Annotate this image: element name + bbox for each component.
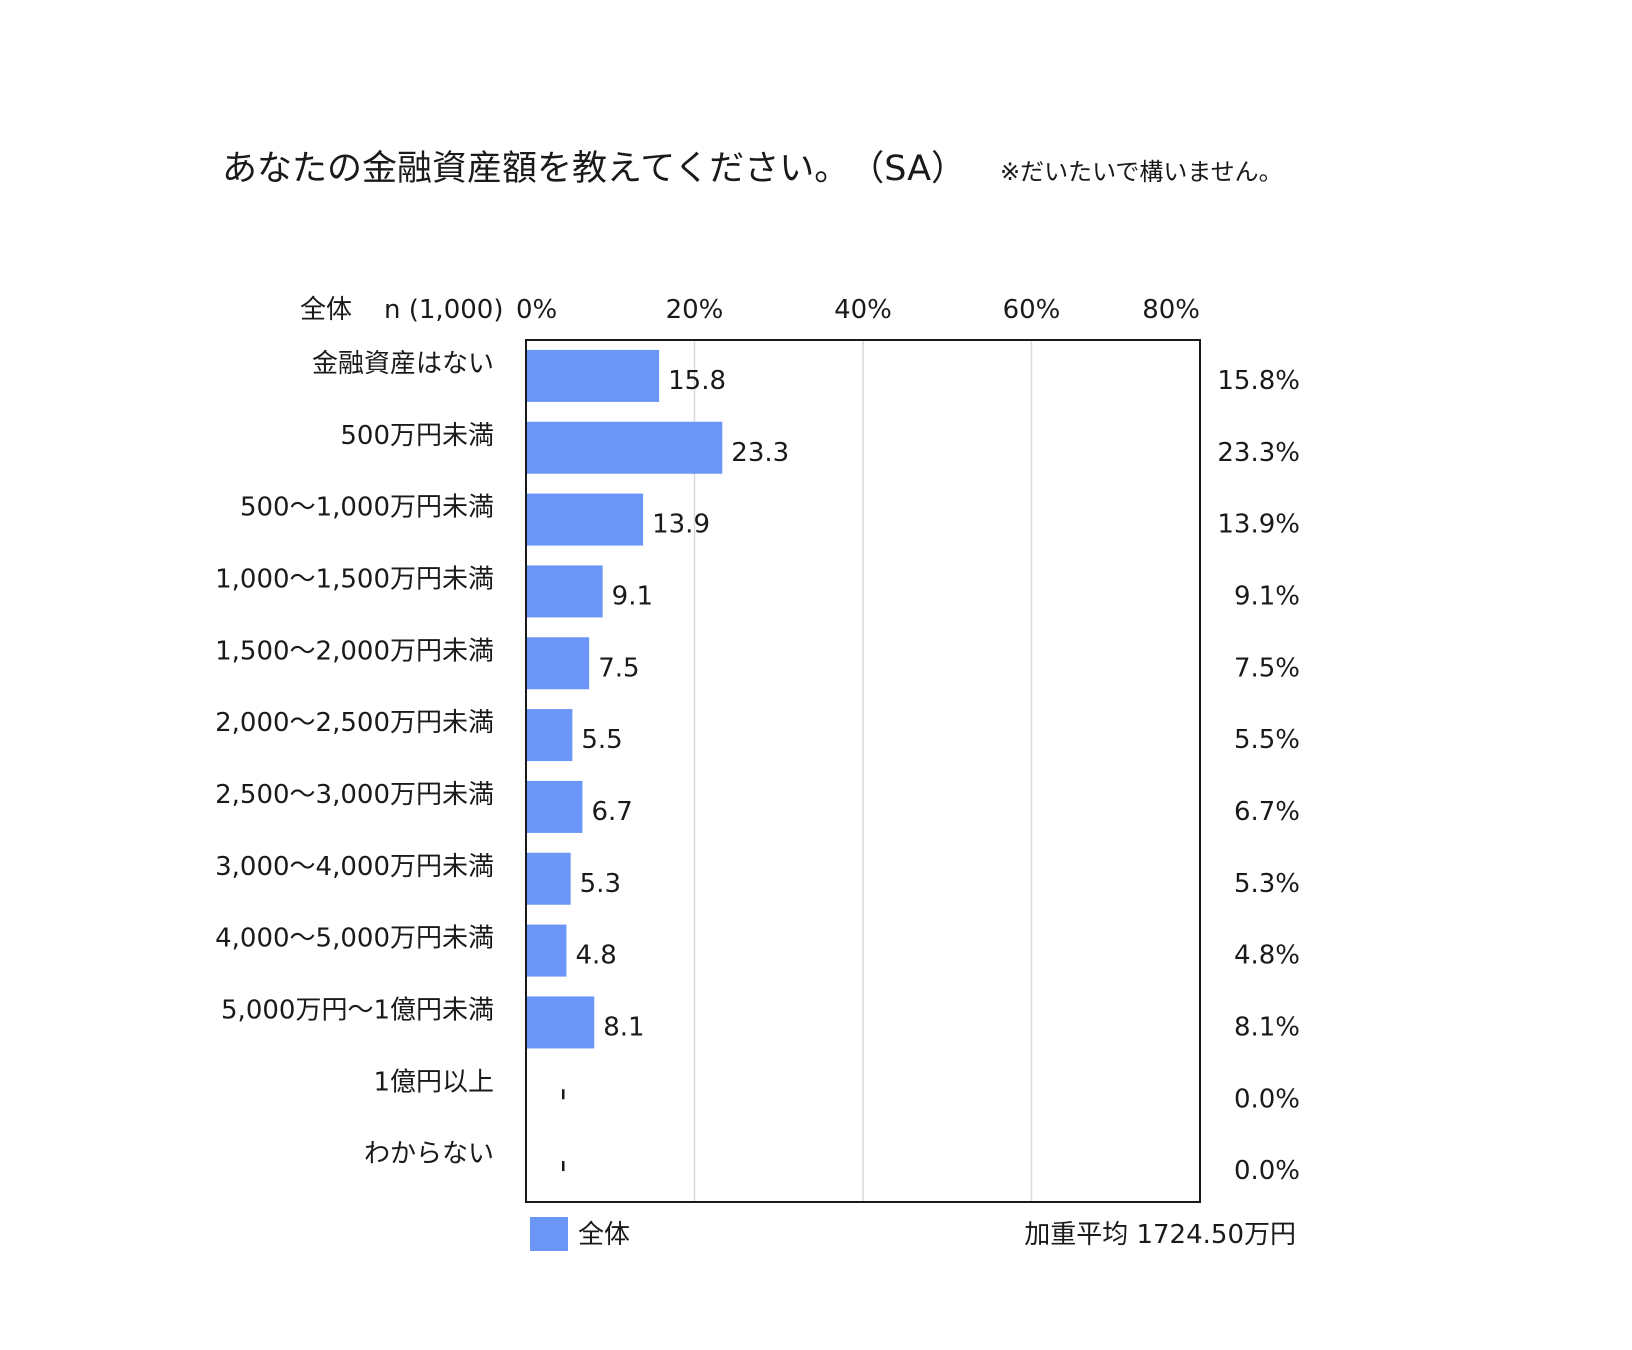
legend-swatch [530,1217,568,1251]
category-label: 500万円未満 [340,421,494,451]
data-label: 15.8 [668,366,726,396]
data-label: 4.8 [575,941,616,971]
percent-label: 13.9% [1217,510,1300,540]
bars [526,349,723,1172]
bar [526,996,595,1049]
percent-label: 9.1% [1234,581,1300,611]
category-label: 1,500～2,000万円未満 [215,636,494,666]
legend-label: 全体 [578,1220,630,1250]
percent-label: 6.7% [1234,797,1300,827]
percent-label: 5.5% [1234,725,1300,755]
gridlines [693,340,1033,1202]
percent-label: 23.3% [1217,438,1300,468]
category-label: 4,000～5,000万円未満 [215,924,494,954]
category-label: 1,000～1,500万円未満 [215,564,494,594]
category-label: 金融資産はない [312,349,494,379]
percent-label: 0.0% [1234,1084,1300,1114]
category-labels: 金融資産はない 500万円未満 500～1,000万円未満 1,000～1,500万円… [215,349,494,1169]
data-label: 9.1 [612,581,653,611]
bar [526,924,567,977]
bar [526,709,573,762]
category-label: 3,000～4,000万円未満 [215,852,494,882]
bar [526,565,603,618]
percent-label: 4.8% [1234,941,1300,971]
data-label: 13.9 [652,510,710,540]
x-tick-label: 20% [666,295,724,325]
category-label: わからない [364,1139,494,1169]
x-tick-label: 80% [1142,295,1200,325]
percent-label: 0.0% [1234,1156,1300,1186]
data-label: 5.5 [581,725,622,755]
data-label: 5.3 [580,869,621,899]
x-axis-ticks: 0% 20% 40% 60% 80% [516,295,1200,325]
percent-label: 5.3% [1234,869,1300,899]
bar [526,780,583,833]
sample-size-label: n (1,000) [384,295,503,325]
x-tick-label: 60% [1003,295,1061,325]
percent-label: 8.1% [1234,1012,1300,1042]
percent-label: 7.5% [1234,653,1300,683]
data-labels: 15.8 23.3 13.9 9.1 7.5 5.5 6.7 5.3 4.8 8.1 [575,366,789,1042]
percent-label: 15.8% [1217,366,1300,396]
data-label: 8.1 [603,1012,644,1042]
x-tick-label: 0% [516,295,557,325]
data-label: 7.5 [598,653,639,683]
category-label: 5,000万円～1億円未満 [221,995,494,1025]
data-label: 23.3 [731,438,789,468]
percent-labels: 15.8% 23.3% 13.9% 9.1% 7.5% 5.5% 6.7% 5.3% 4.8% 8… [1217,366,1300,1186]
category-label: 2,500～3,000万円未満 [215,780,494,810]
bar [526,421,723,474]
x-tick-label: 40% [834,295,892,325]
chart-title: あなたの金融資産額を教えてください。 （SA） [222,149,966,189]
plot-frame [525,339,1201,1203]
chart-note: ※だいたいで構いません。 [1000,158,1283,186]
weighted-average: 加重平均 1724.50万円 [1024,1220,1296,1250]
bar [526,637,590,690]
zero-value-marker [562,1089,565,1100]
header-label: 全体 [300,295,352,325]
category-label: 1億円以上 [373,1067,494,1097]
data-label: 6.7 [591,797,632,827]
bar [526,349,660,402]
bar [526,493,644,546]
category-label: 500～1,000万円未満 [240,493,494,523]
category-label: 2,000～2,500万円未満 [215,708,494,738]
zero-value-marker [562,1161,565,1172]
bar [526,852,571,905]
